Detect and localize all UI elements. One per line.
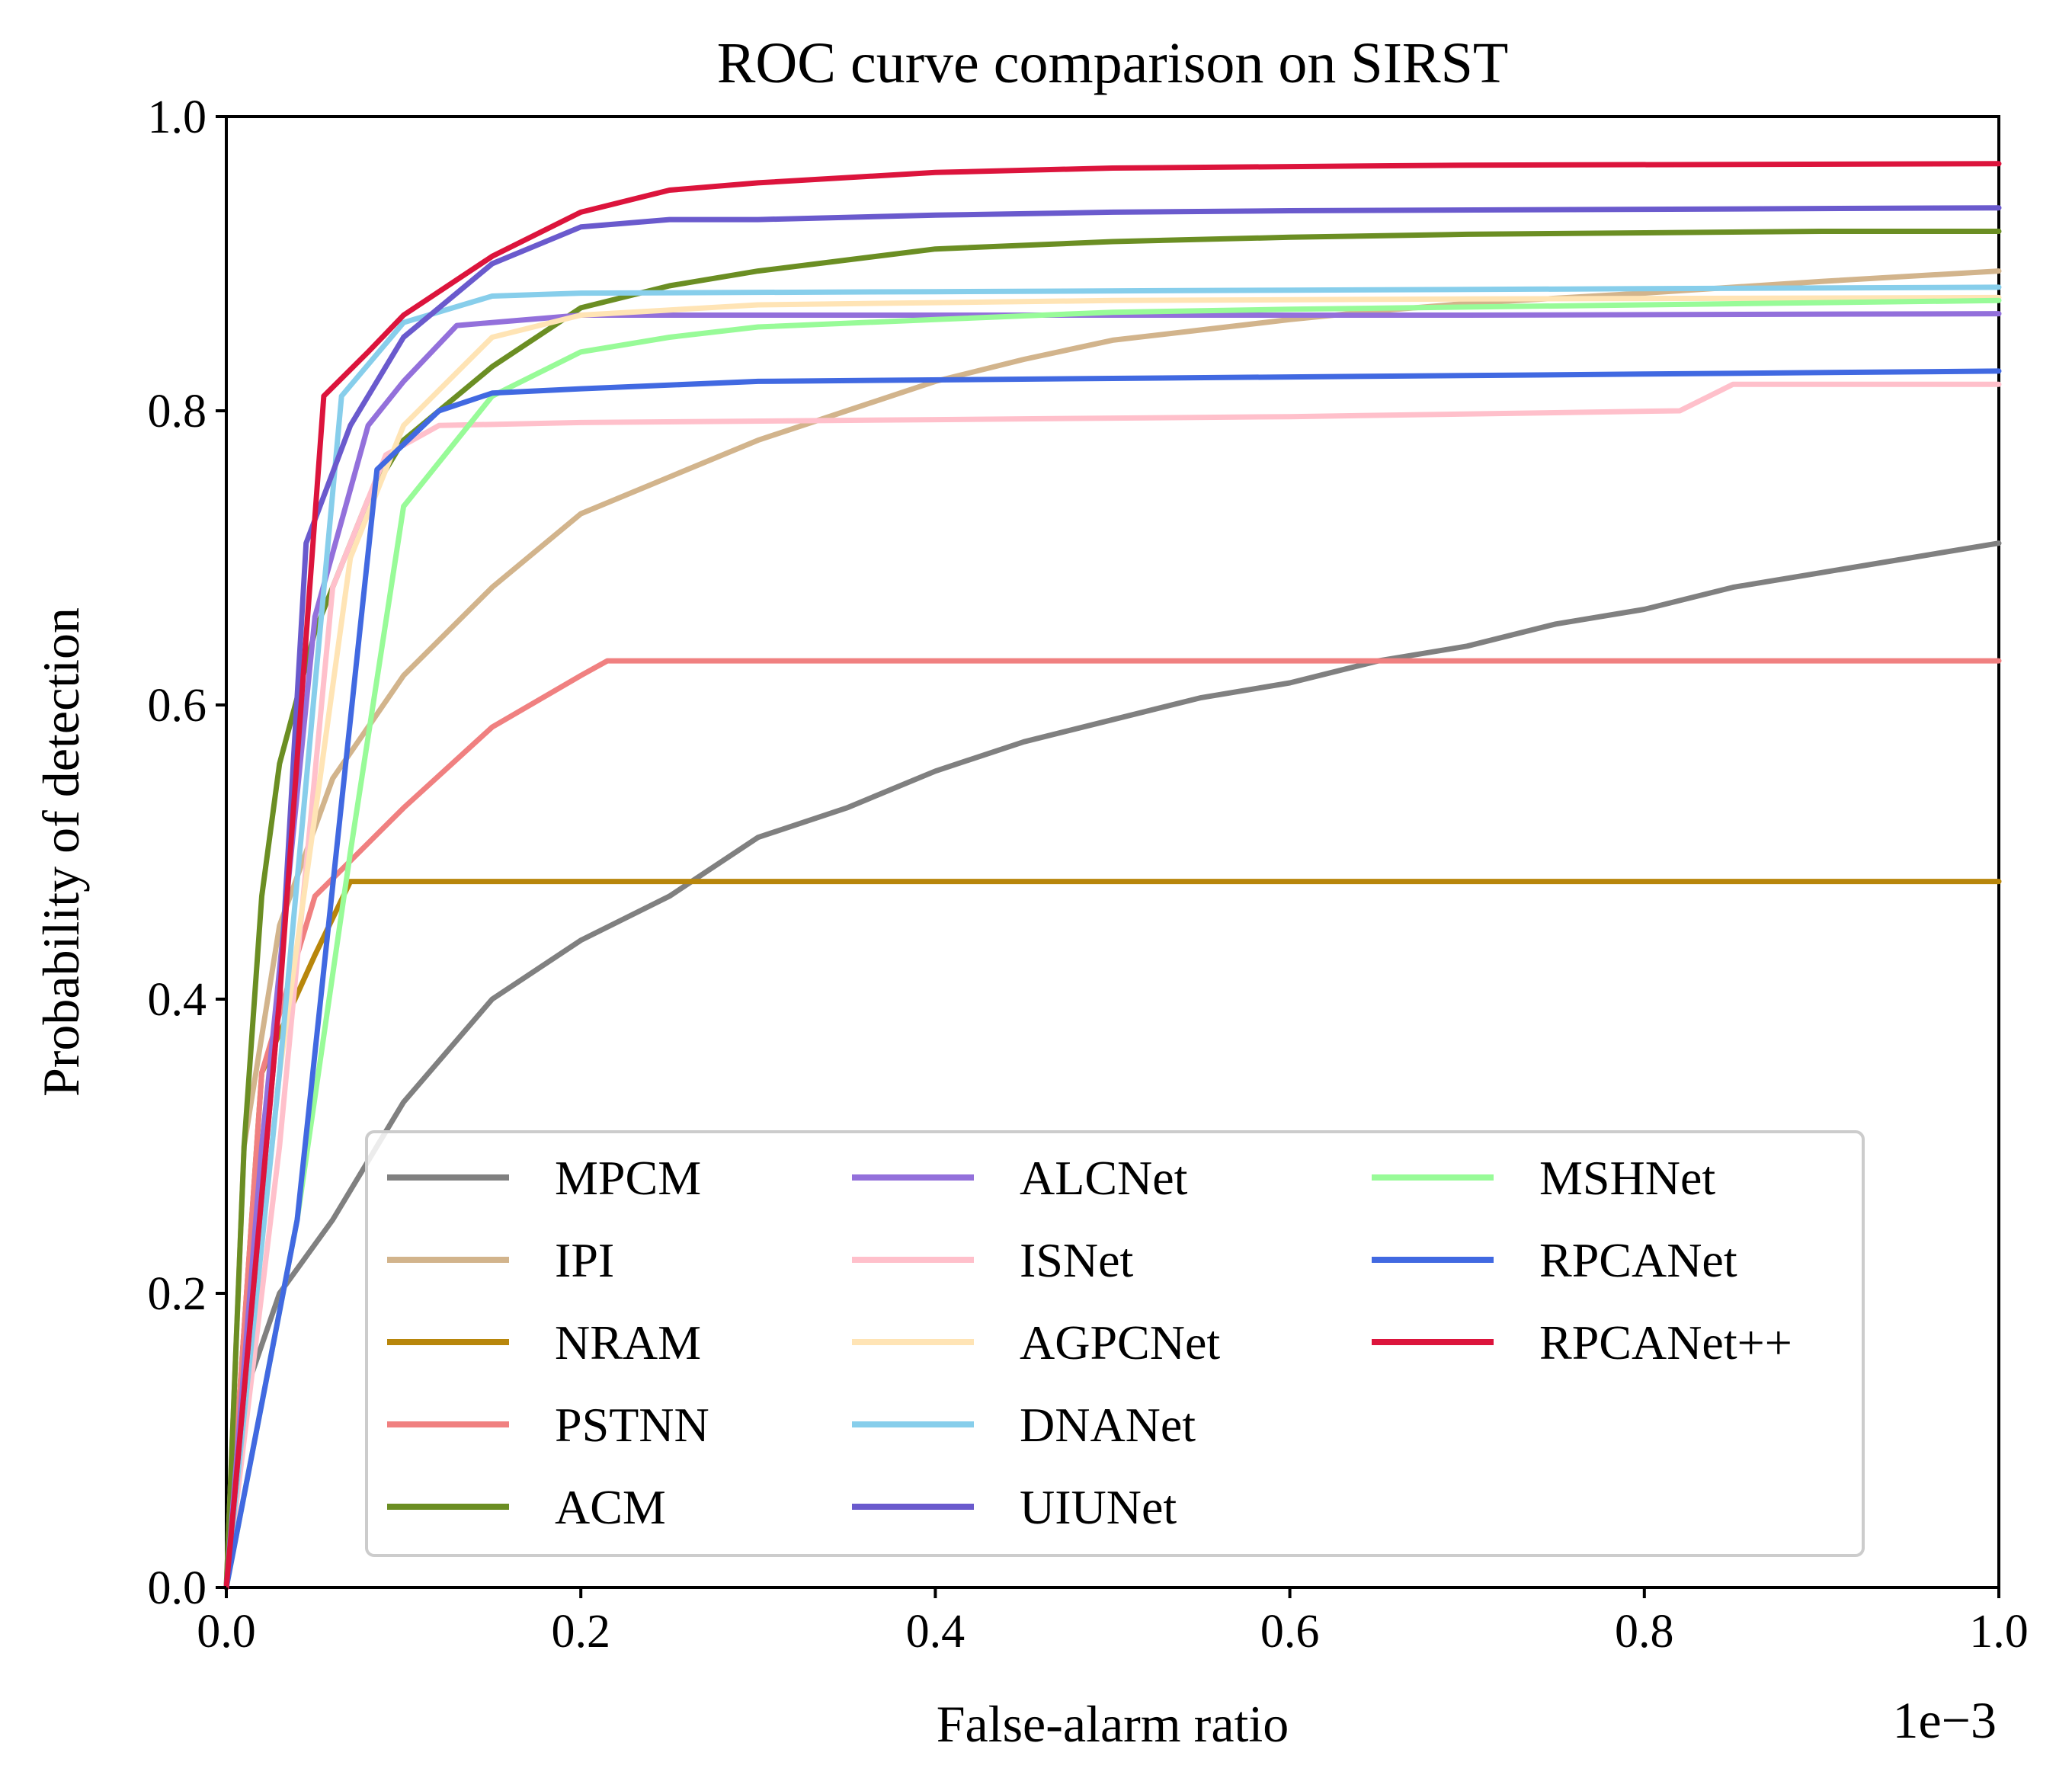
series-line-acm <box>223 229 2002 1591</box>
chart-title: ROC curve comparison on SIRST <box>717 31 1509 95</box>
y-axis-ticks: 0.0 0.2 0.4 0.6 0.8 1.0 <box>148 91 226 1614</box>
x-tick-label: 0.8 <box>1615 1606 1674 1658</box>
legend-label-acm: ACM <box>555 1480 666 1534</box>
x-tick-label: 0.6 <box>1260 1606 1320 1658</box>
series-line-isnet <box>223 381 2002 1591</box>
legend-label-uiunet: UIUNet <box>1020 1480 1177 1534</box>
legend-label-rpcanetplusplus: RPCANet++ <box>1539 1315 1792 1370</box>
x-axis-ticks: 0.0 0.2 0.4 0.6 0.8 1.0 <box>197 1588 2029 1658</box>
y-tick-label: 0.8 <box>148 386 207 437</box>
legend: MPCM IPI NRAM PSTNN ACM ALCNet ISNet AGPCNet DNA… <box>365 1130 1865 1557</box>
y-tick-label: 0.2 <box>148 1268 207 1320</box>
y-tick-label: 0.6 <box>148 680 207 732</box>
series-line-agpcnet <box>223 294 2002 1591</box>
series-layer <box>223 161 2002 1591</box>
legend-label-alcnet: ALCNet <box>1020 1151 1188 1205</box>
x-tick-label: 0.4 <box>906 1606 966 1658</box>
y-tick-label: 0.0 <box>148 1562 207 1614</box>
x-tick-label: 1.0 <box>1969 1606 2029 1658</box>
legend-label-nram: NRAM <box>555 1315 701 1370</box>
y-tick-label: 0.4 <box>148 974 207 1026</box>
legend-label-isnet: ISNet <box>1020 1233 1134 1287</box>
series-line-mshnet <box>223 297 2002 1591</box>
legend-label-rpcanet: RPCANet <box>1539 1233 1737 1287</box>
series-line-dnanet <box>223 284 2002 1591</box>
legend-label-agpcnet: AGPCNet <box>1020 1315 1220 1370</box>
legend-label-mshnet: MSHNet <box>1539 1151 1715 1205</box>
legend-label-dnanet: DNANet <box>1020 1398 1196 1452</box>
series-line-rpcanetplusplus <box>223 161 2002 1591</box>
legend-label-ipi: IPI <box>555 1233 614 1287</box>
series-line-rpcanet <box>223 368 2002 1591</box>
x-axis-offset-label: 1e−3 <box>1892 1691 1997 1749</box>
x-tick-label: 0.0 <box>197 1606 256 1658</box>
legend-box <box>365 1130 1865 1557</box>
plot-area <box>225 115 2000 1589</box>
legend-label-mpcm: MPCM <box>555 1151 701 1205</box>
y-axis-label: Probability of detection <box>32 607 90 1097</box>
x-axis-label: False-alarm ratio <box>937 1695 1289 1753</box>
y-tick-label: 1.0 <box>148 91 207 143</box>
x-tick-label: 0.2 <box>551 1606 610 1658</box>
legend-label-pstnn: PSTNN <box>555 1398 709 1452</box>
